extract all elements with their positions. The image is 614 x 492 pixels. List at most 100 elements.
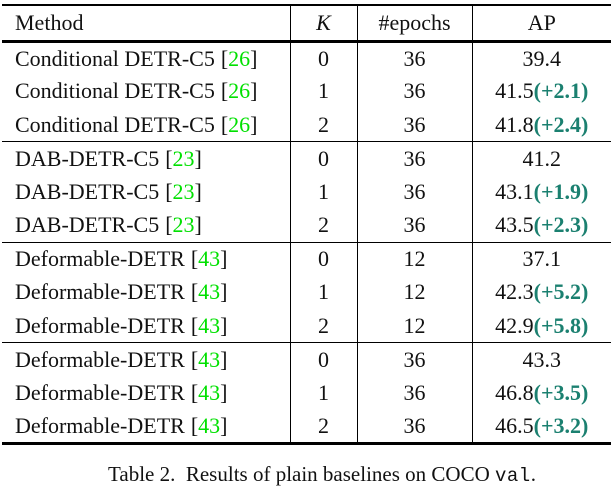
citation-bracket: ]: [250, 45, 258, 71]
citation-link[interactable]: 43: [198, 346, 221, 372]
ap-value: 46.5: [495, 412, 534, 438]
citation-bracket: [: [165, 178, 173, 204]
citation-bracket: ]: [194, 145, 202, 171]
citation-bracket: ]: [250, 111, 258, 137]
citation-bracket: ]: [220, 279, 228, 305]
citation-bracket: [: [165, 145, 173, 171]
table-caption: Table 2. Results of plain baselines on C…: [15, 461, 614, 489]
epochs-value: 36: [357, 41, 473, 75]
k-value: 2: [290, 108, 358, 142]
citation-link[interactable]: 26: [228, 111, 251, 137]
ap-delta: (+2.3): [533, 212, 589, 237]
ap-value: 41.8: [495, 111, 534, 137]
citation-bracket: [: [220, 111, 229, 137]
citation: [43]: [191, 413, 228, 438]
epochs-value: 36: [357, 342, 473, 376]
method-name: Conditional DETR-C5: [15, 78, 215, 104]
ap-value: 39.4: [522, 45, 562, 71]
k-value: 1: [290, 376, 358, 410]
caption-code-val: val: [495, 465, 531, 487]
epochs-value: 36: [357, 108, 473, 142]
ap-delta: (+2.1): [533, 78, 589, 104]
table-row: Deformable-DETR [43] 1 12 42.3(+5.2): [2, 275, 611, 309]
col-header-ap: AP: [527, 9, 556, 35]
col-header-method: Method: [2, 5, 291, 41]
col-header-epochs: #epochs: [357, 5, 473, 41]
citation-link[interactable]: 26: [228, 78, 251, 104]
citation-link[interactable]: 43: [198, 412, 221, 438]
citation: [26]: [221, 78, 258, 103]
method-name: DAB-DETR-C5: [15, 145, 160, 171]
ap-delta: (+5.2): [533, 279, 589, 305]
citation-link[interactable]: 43: [198, 379, 221, 405]
table-row: Conditional DETR-C5 [26] 0 36 39.4: [2, 41, 611, 75]
citation: [26]: [221, 46, 258, 71]
ap-value: 46.8: [495, 379, 534, 405]
ap-value: 43.5: [495, 212, 534, 237]
citation-bracket: [: [220, 78, 229, 104]
table-row: Conditional DETR-C5 [26] 1 36 41.5(+2.1): [2, 74, 611, 108]
citation: [26]: [221, 112, 258, 137]
method-name: Deformable-DETR: [15, 412, 185, 438]
citation-bracket: ]: [250, 78, 258, 104]
table-row: Deformable-DETR [43] 2 36 46.5(+3.2): [2, 409, 611, 443]
citation-bracket: [: [190, 412, 199, 438]
table-row: Deformable-DETR [43] 0 12 37.1: [2, 242, 611, 276]
citation-link[interactable]: 43: [198, 279, 221, 305]
results-table: Method K #epochs AP Conditional DETR-C5[…: [2, 4, 611, 445]
citation-link[interactable]: 23: [172, 212, 195, 237]
epochs-value: 12: [357, 275, 473, 309]
k-value: 0: [290, 342, 358, 376]
k-value: 2: [290, 309, 358, 343]
method-name: Deformable-DETR: [15, 246, 185, 271]
citation-bracket: [: [190, 346, 199, 372]
citation: [43]: [191, 380, 228, 405]
citation-bracket: ]: [220, 312, 228, 338]
citation-bracket: [: [220, 45, 229, 71]
k-value: 0: [290, 141, 358, 175]
epochs-value: 36: [357, 208, 473, 242]
citation-link[interactable]: 43: [198, 312, 221, 338]
citation: [23]: [165, 179, 202, 204]
citation: [43]: [191, 279, 228, 304]
citation-bracket: ]: [220, 346, 228, 372]
epochs-value: 12: [357, 242, 473, 276]
k-value: 0: [290, 242, 358, 276]
col-header-k: K: [290, 5, 358, 41]
citation-bracket: ]: [220, 412, 228, 438]
table-row: Deformable-DETR [43] 0 36 43.3: [2, 342, 611, 376]
citation: [43]: [191, 347, 228, 372]
citation: [23]: [165, 212, 202, 237]
epochs-value: 36: [357, 376, 473, 410]
citation-bracket: ]: [220, 246, 228, 271]
citation-bracket: [: [190, 279, 199, 305]
citation-bracket: [: [190, 246, 199, 271]
k-value: 1: [290, 74, 358, 108]
citation-bracket: [: [165, 212, 173, 237]
citation-bracket: ]: [194, 212, 202, 237]
caption-text: Table 2. Results of plain baselines on C…: [108, 462, 495, 486]
method-name: Conditional DETR-C5: [15, 111, 215, 137]
ap-value: 43.3: [522, 346, 562, 372]
table-row: Conditional DETR-C5 [26] 2 36 41.8(+2.4): [2, 108, 611, 142]
citation-link[interactable]: 43: [198, 246, 221, 271]
epochs-value: 36: [357, 409, 473, 443]
ap-delta: (+2.4): [533, 111, 589, 137]
k-value: 1: [290, 275, 358, 309]
citation-link[interactable]: 23: [172, 145, 195, 171]
ap-value: 43.1: [495, 178, 534, 204]
k-value: 0: [290, 41, 358, 75]
table-row: Deformable-DETR [43] 1 36 46.8(+3.5): [2, 376, 611, 410]
epochs-value: 36: [357, 175, 473, 209]
citation: [43]: [191, 313, 228, 338]
citation: [43]: [191, 246, 228, 271]
citation-bracket: ]: [220, 379, 228, 405]
method-name: DAB-DETR-C5: [15, 178, 160, 204]
method-name: Deformable-DETR: [15, 379, 185, 405]
ap-delta: (+1.9): [533, 178, 589, 204]
citation-link[interactable]: 26: [228, 45, 251, 71]
citation-link[interactable]: 23: [172, 178, 195, 204]
method-name: Conditional DETR-C5: [15, 45, 215, 71]
table-row: DAB-DETR-C5 [23] 0 36 41.2: [2, 141, 611, 175]
